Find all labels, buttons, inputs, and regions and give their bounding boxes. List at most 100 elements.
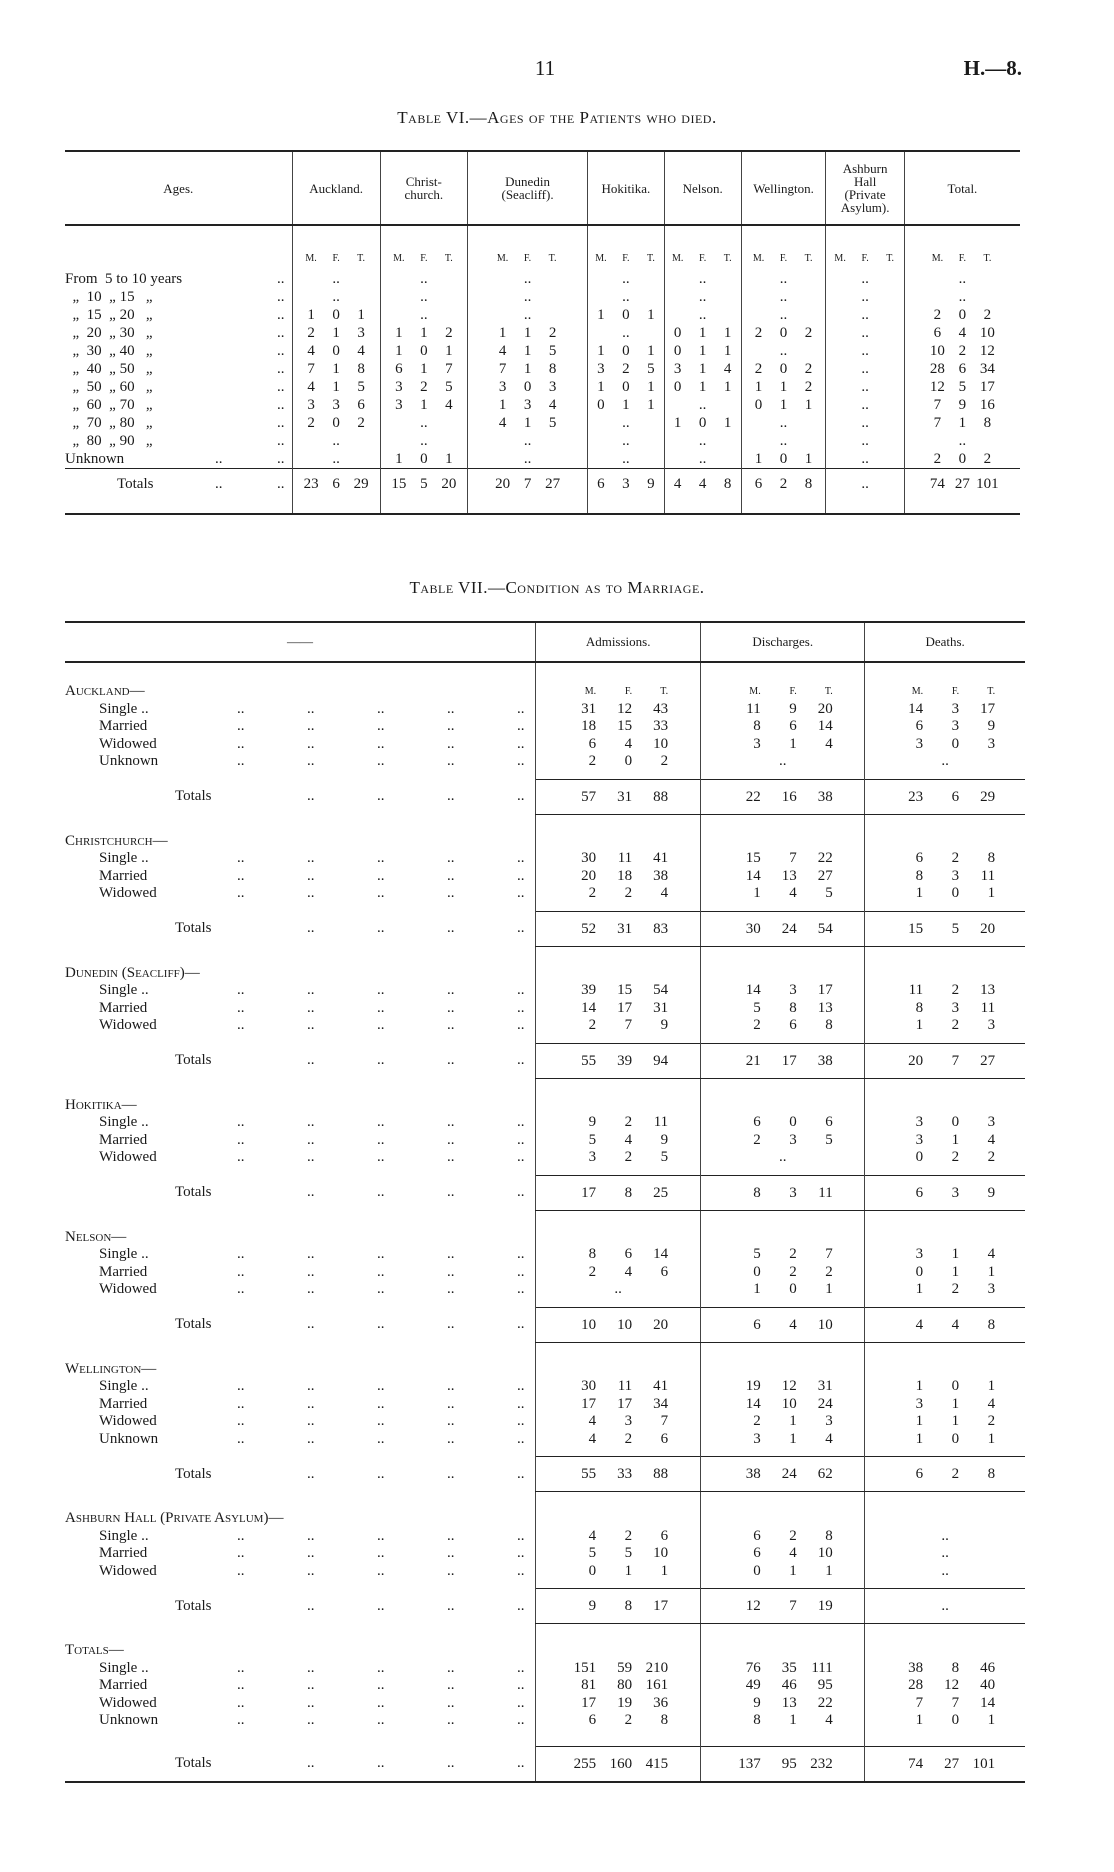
spacer xyxy=(65,1624,536,1643)
section-title: Totals— xyxy=(65,1642,536,1660)
section-title: Wellington— xyxy=(65,1361,536,1379)
spacer xyxy=(65,1035,536,1044)
table-ages-of-patients-who-died: Ages. Auckland. Christ- church. Dunedin (Se… xyxy=(65,150,1020,515)
leader-dots: .. xyxy=(517,1184,525,1200)
cell-value: 2 xyxy=(624,1527,633,1544)
header-row: Ages. Auckland. Christ- church. Dunedin (Se… xyxy=(65,151,1020,226)
cell-value: 4 xyxy=(951,1316,960,1333)
leader-dots: .. xyxy=(307,1114,315,1130)
leader-dots: .. xyxy=(447,885,455,901)
cell-value: 0 xyxy=(779,325,788,341)
spacer-row xyxy=(65,1298,1025,1307)
cell-value: 21 xyxy=(745,1052,761,1069)
spacer xyxy=(700,1448,865,1457)
cell-value: 1 xyxy=(698,379,707,395)
totals-cell: 6 2 8 xyxy=(864,1456,1025,1492)
cell-value: 2 xyxy=(753,1017,761,1033)
data-cell: .. xyxy=(587,450,665,469)
data-cell: 2 1 3 xyxy=(291,324,381,342)
cell-value: 1 xyxy=(698,361,707,377)
cell-value: 17 xyxy=(581,1184,597,1201)
data-cell: 2 0 2 xyxy=(291,414,381,432)
leader-dots: .. xyxy=(377,1131,385,1148)
leader-dots: .. xyxy=(277,343,285,359)
cell-value: 11 xyxy=(980,867,996,884)
row-label: Unknown.......... xyxy=(65,1431,536,1449)
nil-value: .. xyxy=(779,307,788,323)
cell-value: 38 xyxy=(908,1659,924,1676)
cell-value: 17 xyxy=(979,379,995,395)
sub-header-label: M. xyxy=(931,253,944,264)
sub-header: M. F. T. xyxy=(903,225,1020,270)
spacer xyxy=(65,225,292,270)
leader-dots: .. xyxy=(277,379,285,395)
leader-dots: .. xyxy=(377,1694,385,1711)
data-cell: 3 2 5 xyxy=(379,378,468,396)
cell-value: 1 xyxy=(987,1263,996,1280)
sub-header-label: M. xyxy=(496,253,509,264)
cell-value: 7 xyxy=(660,1413,669,1429)
nil-value: .. xyxy=(779,433,788,449)
data-cell: .. xyxy=(903,288,1020,306)
cell-value: 18 xyxy=(581,718,597,734)
cell-value: 13 xyxy=(817,999,833,1016)
cell-value: 27 xyxy=(545,476,561,492)
data-cell: .. xyxy=(825,432,905,450)
leader-dots: .. xyxy=(237,1378,245,1394)
spacer xyxy=(864,1491,1025,1510)
cell-value: 7 xyxy=(498,361,507,377)
row-label: Single ............ xyxy=(65,1528,536,1546)
cell-value: 22 xyxy=(817,1694,833,1711)
leader-dots: .. xyxy=(237,753,245,769)
cell-value: 2 xyxy=(779,476,788,492)
nil-value: .. xyxy=(778,1149,787,1165)
cell-value: 8 xyxy=(915,999,924,1016)
cell-value: 8 xyxy=(983,415,992,431)
cell-value: 1 xyxy=(753,1281,761,1297)
nil-value: .. xyxy=(622,451,630,467)
data-cell: 2 1 3 xyxy=(700,1413,865,1431)
cell-value: 0 xyxy=(958,451,967,467)
cell-value: 3 xyxy=(951,1184,960,1201)
data-cell: 6 4 10 xyxy=(535,735,701,753)
cell-value: 2 xyxy=(933,451,942,467)
data-cell: .. xyxy=(825,450,905,469)
leader-dots: .. xyxy=(307,1712,315,1728)
cell-value: 1 xyxy=(647,379,655,395)
data-cell: 4 3 7 xyxy=(535,1413,701,1431)
condition-label: Single .. xyxy=(99,700,149,717)
cell-value: 4 xyxy=(307,343,315,359)
data-cell: .. xyxy=(663,288,742,306)
institution-name: Auckland— xyxy=(65,683,145,699)
cell-value: 2 xyxy=(420,379,428,395)
cell-value: 15 xyxy=(617,982,633,998)
data-cell: 31 12 43 xyxy=(535,700,701,718)
totals-cell: .. xyxy=(864,1588,1025,1624)
leader-dots: .. xyxy=(447,1316,455,1332)
leader-dots: .. xyxy=(307,1052,315,1068)
table-row: Married.......... 20 18 38 14 13 27 8 3 11 xyxy=(65,867,1025,885)
totals-cell: 21 17 38 xyxy=(700,1042,865,1079)
row-label: Widowed.......... xyxy=(65,1017,536,1035)
leader-dots: .. xyxy=(517,1694,525,1711)
data-cell: 2 3 5 xyxy=(700,1131,865,1149)
data-cell: .. xyxy=(466,450,588,469)
data-cell: 8 3 11 xyxy=(864,867,1025,885)
leader-dots: .. xyxy=(447,1545,455,1561)
cell-value: 1 xyxy=(951,1131,960,1148)
condition-label: Unknown xyxy=(99,1712,159,1728)
leader-dots: .. xyxy=(517,1545,525,1561)
leader-dots: .. xyxy=(517,1246,525,1262)
table-row: Married.......... 14 17 31 5 8 13 8 3 11 xyxy=(65,999,1025,1017)
sub-header-label: T. xyxy=(723,253,732,264)
sub-header xyxy=(700,1642,865,1660)
spacer xyxy=(535,1342,701,1361)
data-cell: 1 0 1 xyxy=(379,342,468,360)
data-cell: 3 1 4 xyxy=(700,735,865,753)
cell-value: 55 xyxy=(581,1052,597,1069)
data-cell: 30 11 41 xyxy=(535,1378,701,1396)
totals-label: Totals xyxy=(175,1052,212,1068)
leader-dots: .. xyxy=(377,999,385,1016)
data-cell: 17 19 36 xyxy=(535,1694,701,1712)
